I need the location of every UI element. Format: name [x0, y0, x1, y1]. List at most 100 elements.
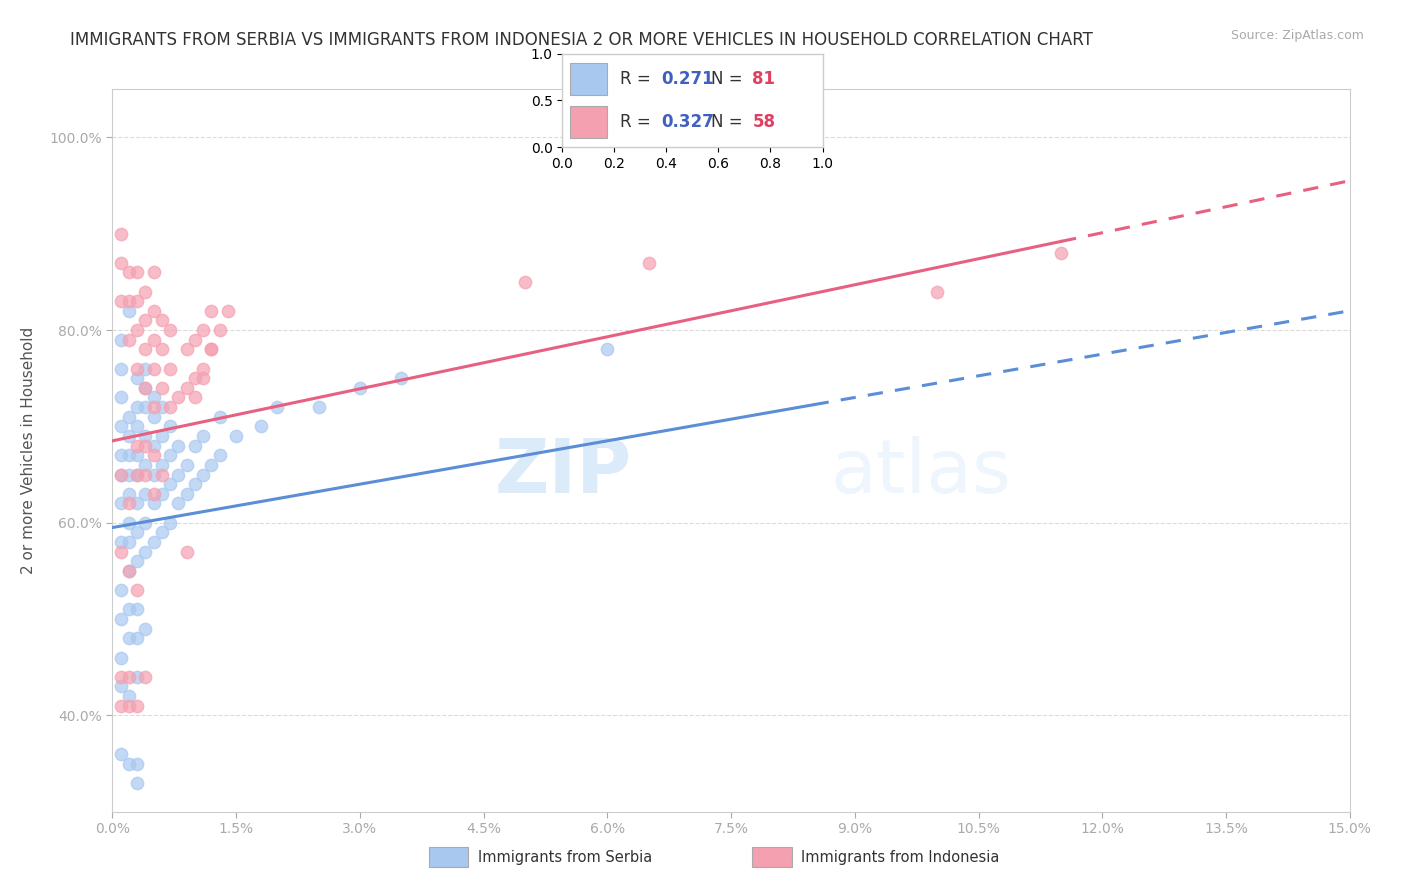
Point: [150, 487, 173, 501]
Point: [118, 467, 141, 482]
Text: atlas: atlas: [830, 435, 1011, 508]
Text: 0.327: 0.327: [661, 113, 714, 131]
Point: [134, 381, 156, 395]
Point: [200, 458, 222, 472]
Point: [142, 439, 165, 453]
Point: [150, 467, 173, 482]
Point: [118, 602, 141, 616]
Point: [184, 391, 207, 405]
Text: Source: ZipAtlas.com: Source: ZipAtlas.com: [1230, 29, 1364, 42]
Point: [118, 265, 141, 279]
Point: [127, 698, 149, 713]
Point: [200, 343, 222, 357]
Point: [118, 670, 141, 684]
Point: [127, 583, 149, 598]
Point: [134, 544, 156, 558]
Point: [159, 516, 181, 530]
Point: [110, 361, 132, 376]
Point: [127, 419, 149, 434]
Point: [127, 323, 149, 337]
Point: [134, 670, 156, 684]
Point: [110, 255, 132, 269]
Point: [127, 371, 149, 385]
FancyBboxPatch shape: [571, 63, 606, 95]
Text: 81: 81: [752, 70, 775, 87]
Point: [176, 487, 198, 501]
Point: [127, 361, 149, 376]
Point: [118, 632, 141, 646]
Point: [142, 303, 165, 318]
Point: [110, 391, 132, 405]
Point: [110, 680, 132, 694]
Text: ZIP: ZIP: [495, 435, 633, 508]
Point: [110, 544, 132, 558]
Point: [134, 343, 156, 357]
Point: [142, 409, 165, 424]
Point: [110, 333, 132, 347]
Point: [118, 303, 141, 318]
Point: [118, 698, 141, 713]
Text: N =: N =: [710, 113, 748, 131]
Point: [110, 419, 132, 434]
Point: [127, 670, 149, 684]
Point: [134, 439, 156, 453]
Point: [142, 391, 165, 405]
Y-axis label: 2 or more Vehicles in Household: 2 or more Vehicles in Household: [21, 326, 35, 574]
Point: [142, 487, 165, 501]
Point: [118, 689, 141, 703]
Point: [167, 496, 190, 510]
Point: [176, 381, 198, 395]
Point: [927, 285, 949, 299]
Point: [217, 303, 239, 318]
Text: R =: R =: [620, 70, 655, 87]
Point: [127, 776, 149, 790]
Point: [118, 333, 141, 347]
Point: [110, 227, 132, 241]
Point: [110, 294, 132, 309]
Point: [389, 371, 412, 385]
Point: [150, 343, 173, 357]
Point: [110, 698, 132, 713]
Point: [134, 313, 156, 327]
Point: [150, 458, 173, 472]
Point: [110, 583, 132, 598]
Point: [159, 419, 181, 434]
Point: [118, 756, 141, 771]
Point: [1050, 246, 1073, 260]
Point: [118, 409, 141, 424]
Point: [150, 400, 173, 414]
Point: [134, 429, 156, 443]
Point: [110, 747, 132, 761]
Point: [150, 313, 173, 327]
Point: [110, 448, 132, 462]
Point: [127, 632, 149, 646]
Text: Immigrants from Serbia: Immigrants from Serbia: [478, 850, 652, 864]
Point: [193, 429, 215, 443]
Point: [110, 670, 132, 684]
Point: [118, 535, 141, 549]
Point: [176, 544, 198, 558]
Point: [118, 496, 141, 510]
Point: [110, 467, 132, 482]
Point: [142, 333, 165, 347]
Point: [134, 458, 156, 472]
Point: [637, 255, 659, 269]
Point: [184, 439, 207, 453]
Point: [118, 516, 141, 530]
Point: [150, 525, 173, 540]
Point: [134, 622, 156, 636]
Point: [176, 343, 198, 357]
Point: [134, 487, 156, 501]
Point: [127, 467, 149, 482]
Point: [208, 409, 231, 424]
Point: [159, 400, 181, 414]
Point: [134, 400, 156, 414]
Point: [110, 496, 132, 510]
Point: [184, 371, 207, 385]
Point: [127, 602, 149, 616]
Point: [176, 458, 198, 472]
Point: [118, 487, 141, 501]
FancyBboxPatch shape: [571, 106, 606, 138]
Point: [184, 333, 207, 347]
Point: [193, 323, 215, 337]
